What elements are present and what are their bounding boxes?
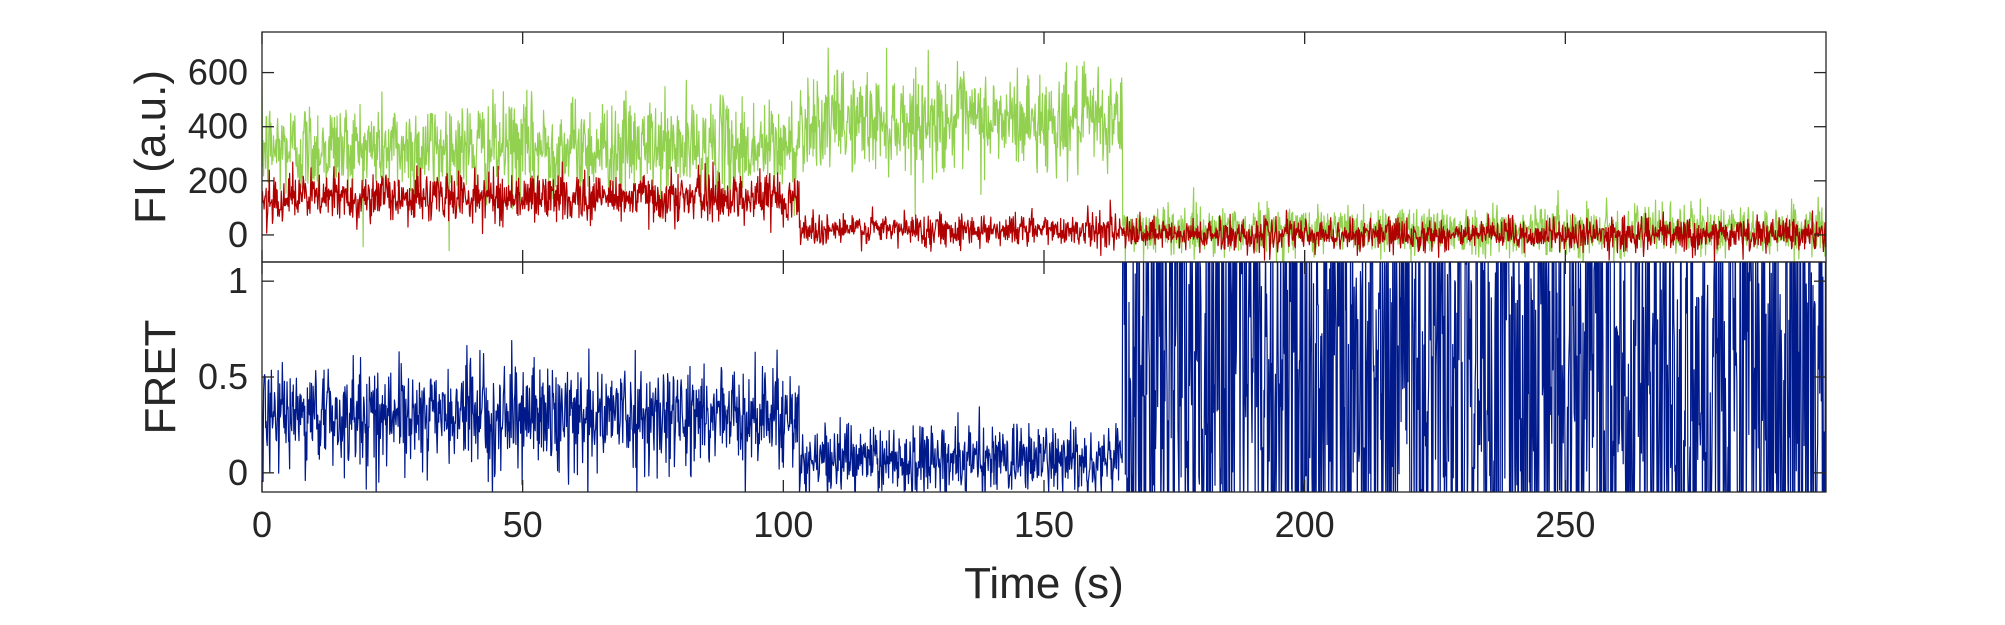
fret-y-tick-label: 1	[228, 260, 248, 301]
fluorescence-y-tick-label: 0	[228, 214, 248, 255]
fret-x-ticks: 0 50 100 150 200 250	[252, 262, 1595, 545]
fret-panel: 00.51 0 50 100 150 200 250 FRET Time (s)	[136, 260, 1827, 608]
time-x-tick-label: 150	[1014, 504, 1074, 545]
time-x-tick-label: 0	[252, 504, 272, 545]
fluorescence-y-ticks: 0 200 400 600	[188, 52, 1826, 255]
fret-series-1-line	[262, 262, 1826, 492]
fret-y-tick-label: 0.5	[198, 356, 248, 397]
fluorescence-y-tick-label: 200	[188, 160, 248, 201]
fret-y-tick-label: 0	[228, 452, 248, 493]
fret-y-axis-label: FRET	[136, 320, 185, 435]
time-x-tick-label: 100	[753, 504, 813, 545]
fluorescence-y-tick-label: 600	[188, 52, 248, 93]
fluorescence-series-2-line	[262, 161, 1826, 262]
fluorescence-traces	[262, 47, 1826, 262]
fluorescence-x-ticks	[261, 32, 1566, 262]
time-x-tick-label: 200	[1275, 504, 1335, 545]
fret-y-ticks: 00.51	[198, 260, 1826, 493]
fluorescence-panel: 0 200 400 600 FI (a.u.)	[126, 31, 1827, 263]
fret-traces	[262, 262, 1826, 492]
time-x-axis-label: Time (s)	[964, 559, 1124, 608]
time-x-tick-label: 250	[1535, 504, 1595, 545]
fluorescence-y-axis-label: FI (a.u.)	[126, 70, 175, 224]
fluorescence-y-tick-label: 400	[188, 106, 248, 147]
time-x-tick-label: 50	[503, 504, 543, 545]
